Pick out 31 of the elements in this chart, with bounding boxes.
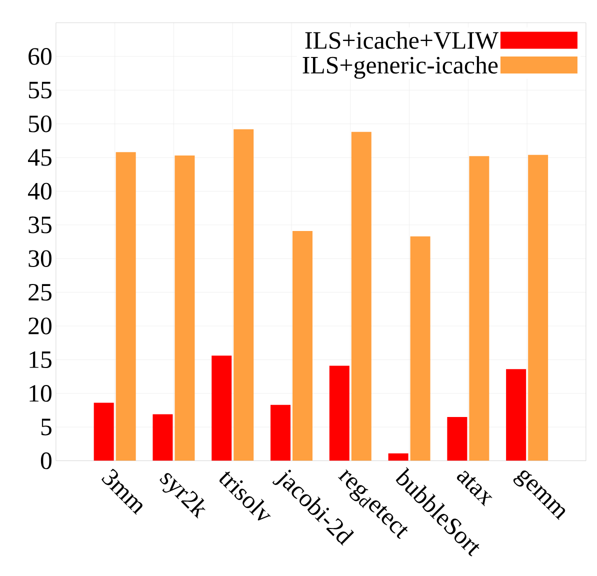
bar — [234, 129, 254, 461]
y-tick-label: 5 — [41, 418, 52, 436]
y-tick-label: 15 — [30, 351, 52, 368]
bar — [270, 404, 291, 461]
y-tick-label: 55 — [28, 82, 52, 98]
y-tick-label: 20 — [28, 318, 52, 334]
bar — [351, 132, 372, 461]
y-tick-label: 40 — [28, 182, 52, 200]
bar — [116, 152, 136, 461]
bar — [528, 154, 548, 461]
y-tick-label: 45 — [28, 149, 52, 166]
bar — [506, 369, 526, 461]
bar — [329, 366, 350, 461]
bar — [469, 156, 490, 461]
legend-label: ILS+generic-icache — [302, 56, 498, 79]
legend-label: ILS+icache+VLIW — [305, 31, 498, 49]
y-tick-label: 35 — [28, 216, 52, 234]
bar — [410, 236, 430, 461]
bar — [292, 230, 313, 461]
y-tick-label: 50 — [28, 115, 52, 132]
y-tick-label: 10 — [30, 384, 52, 402]
y-tick-label: 0 — [40, 452, 52, 470]
bar — [212, 356, 232, 461]
bar — [152, 414, 173, 461]
bar — [447, 416, 468, 461]
y-tick-label: 30 — [28, 250, 52, 268]
bar — [388, 453, 408, 461]
y-tick-label: 60 — [28, 48, 52, 65]
y-tick-label: 25 — [28, 284, 52, 301]
bar — [174, 156, 195, 461]
bar — [94, 402, 114, 461]
